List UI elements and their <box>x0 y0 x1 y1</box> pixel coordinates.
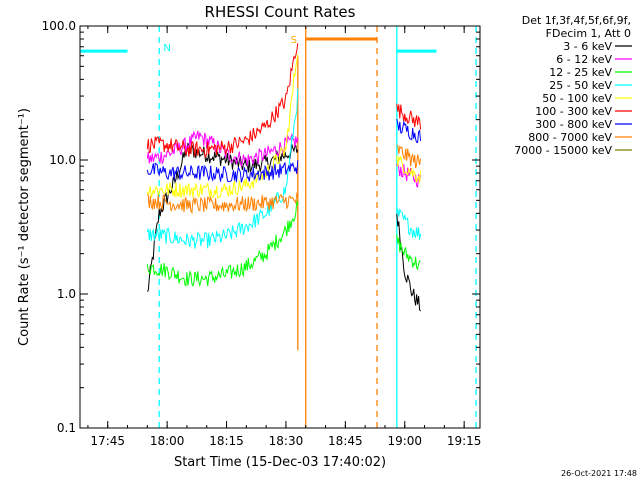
series-line-5-0 <box>146 43 299 158</box>
series-line-3-1 <box>396 207 422 240</box>
legend-entry-label-1: 6 - 12 keV <box>556 53 612 66</box>
series-line-0-0 <box>146 142 299 292</box>
y-tick-label-3: 100.0 <box>42 19 76 33</box>
series-line-1-1 <box>396 160 422 189</box>
legend-entry-label-0: 3 - 6 keV <box>563 40 612 53</box>
chart-title: RHESSI Count Rates <box>205 3 356 21</box>
legend-header-line-2: FDecim 1, Att 0 <box>546 27 631 40</box>
annotation-label-2: N <box>163 43 170 54</box>
series-line-6-1 <box>396 118 422 144</box>
legend-entry-label-2: 12 - 25 keV <box>549 66 612 79</box>
x-axis-label: Start Time (15-Dec-03 17:40:02) <box>174 455 386 470</box>
y-axis-label: Count Rate (s⁻¹ detector segment⁻¹) <box>17 108 32 346</box>
series-line-0-1 <box>396 213 421 312</box>
series-line-5-1 <box>396 103 422 130</box>
axes: 17:45 18:00 18:15 18:30 18:45 19:00 19:15 0.1 1.… <box>42 19 482 448</box>
series-line-2-1 <box>396 234 421 271</box>
x-tick-label-6: 19:15 <box>447 434 482 448</box>
legend-entry-label-3: 25 - 50 keV <box>549 79 612 92</box>
y-tick-label-2: 10.0 <box>49 153 76 167</box>
x-tick-label-3: 18:30 <box>269 434 304 448</box>
series-line-4-1 <box>396 155 422 184</box>
series-line-2-0 <box>146 200 299 288</box>
annotations: NS <box>80 26 477 428</box>
x-tick-label-4: 18:45 <box>328 434 363 448</box>
series-layer <box>146 43 422 312</box>
x-tick-label-5: 19:00 <box>387 434 422 448</box>
legend-header-line-1: Det 1f,3f,4f,5f,6f,9f, <box>522 14 631 27</box>
x-tick-label-0: 17:45 <box>90 434 125 448</box>
y-tick-label-0: 0.1 <box>57 421 76 435</box>
legend-entry-label-7: 800 - 7000 keV <box>528 131 612 144</box>
series-line-7-1 <box>396 144 422 169</box>
timestamp: 26-Oct-2021 17:48 <box>561 469 637 478</box>
legend-entry-label-8: 7000 - 15000 keV <box>514 144 612 157</box>
legend-entry-label-6: 300 - 800 keV <box>535 118 612 131</box>
x-tick-label-2: 18:15 <box>209 434 244 448</box>
x-tick-label-1: 18:00 <box>150 434 185 448</box>
series-line-7-0 <box>146 191 299 215</box>
legend-entry-label-5: 100 - 300 keV <box>535 105 612 118</box>
legend-entry-label-4: 50 - 100 keV <box>542 92 612 105</box>
y-tick-label-1: 1.0 <box>57 287 76 301</box>
series-line-6-0 <box>146 160 299 183</box>
annotation-label-3: S <box>291 35 297 46</box>
series-line-4-0 <box>146 54 299 199</box>
legend: Det 1f,3f,4f,5f,6f,9f, FDecim 1, Att 0 3… <box>514 14 632 157</box>
plot-frame <box>79 25 481 429</box>
